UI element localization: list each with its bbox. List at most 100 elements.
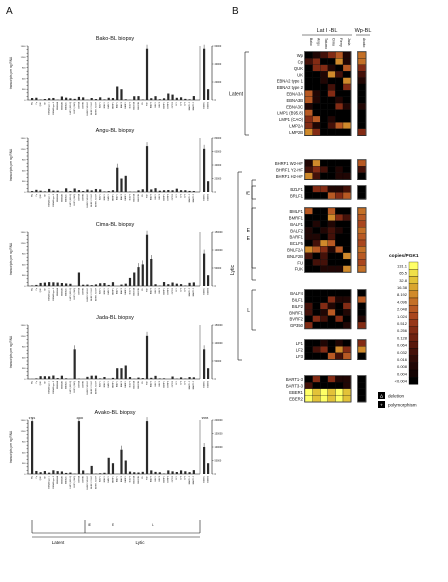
category-label: UK bbox=[44, 193, 46, 196]
row-label: LF2 bbox=[296, 348, 304, 353]
legend-swatch bbox=[408, 290, 419, 299]
category-label: BART3-3 bbox=[192, 193, 195, 202]
bar bbox=[137, 96, 140, 100]
heatmap-cell bbox=[312, 315, 321, 323]
heatmap-cell bbox=[320, 265, 328, 273]
bar bbox=[103, 377, 106, 379]
bar bbox=[52, 97, 55, 100]
category-label: LMP1 (B95.8) bbox=[70, 381, 72, 394]
tick-label-left: 1200 bbox=[21, 57, 27, 59]
legend-swatch bbox=[408, 312, 419, 320]
heatmap-cell bbox=[335, 172, 344, 180]
heatmap-cell bbox=[335, 339, 344, 347]
bar bbox=[145, 48, 149, 100]
color-legend: copies/PGK1 131.1 65.5 32.8 16.38 8.192 4.096 2… bbox=[378, 253, 419, 408]
legend-value: 0.256 bbox=[397, 328, 408, 333]
category-label: LMP2A bbox=[77, 380, 80, 387]
heatmap-cell bbox=[320, 339, 328, 347]
tick-label-right: 150000 bbox=[215, 433, 224, 436]
heatmap-cell bbox=[320, 83, 328, 91]
heatmap-cell bbox=[312, 382, 321, 389]
y-axis-label: transcripts per ng RNA bbox=[9, 56, 13, 89]
heatmap-cell bbox=[327, 296, 336, 303]
heatmap-cell bbox=[342, 339, 351, 347]
heatmap-cell bbox=[342, 289, 351, 297]
legend-swatch bbox=[408, 319, 419, 327]
bar bbox=[192, 282, 195, 286]
bar bbox=[69, 191, 72, 192]
category-label: LF3 bbox=[185, 475, 187, 479]
bar bbox=[192, 470, 195, 474]
category-label: QUK bbox=[40, 193, 42, 198]
heatmap-cell bbox=[335, 246, 344, 253]
row-label: BART3-3 bbox=[286, 384, 304, 389]
row-label: BMRF1 bbox=[289, 216, 304, 221]
tick-label-right: 60000 bbox=[215, 151, 222, 154]
heatmap-cell bbox=[312, 96, 321, 104]
heatmap-cell bbox=[335, 159, 344, 167]
heatmap-cell bbox=[327, 289, 336, 297]
heatmap-cell bbox=[335, 115, 344, 123]
bar bbox=[77, 96, 81, 100]
heatmap-cell bbox=[312, 309, 321, 316]
category-label: EBNA2 type 2 bbox=[52, 101, 55, 114]
bar bbox=[73, 98, 76, 100]
category-label: Wp bbox=[32, 475, 34, 479]
heatmap-cell bbox=[320, 214, 328, 221]
tick-label-right: 0 bbox=[215, 473, 217, 476]
legend-value: 1.024 bbox=[397, 314, 408, 319]
bar bbox=[56, 282, 59, 286]
row-label: EBER2 bbox=[289, 396, 303, 401]
category-label: EBNA3A bbox=[56, 380, 59, 389]
note-swatch bbox=[378, 392, 385, 399]
block-frame-wp bbox=[357, 159, 367, 181]
row-label: LMP1 (B95.8) bbox=[277, 111, 303, 116]
tick-label-right: 0 bbox=[215, 99, 217, 102]
bar bbox=[154, 375, 157, 379]
category-label: BMRF1 bbox=[112, 380, 114, 388]
heatmap-cell bbox=[335, 58, 344, 65]
heatmap-cell bbox=[304, 321, 313, 329]
heatmap-cell bbox=[342, 159, 351, 167]
bar bbox=[99, 97, 102, 100]
category-label: BHRF1 H2-HF bbox=[95, 475, 97, 489]
bar bbox=[179, 470, 183, 474]
heatmap-cell bbox=[327, 259, 336, 266]
heatmap-cell bbox=[335, 103, 344, 110]
heatmap-cell bbox=[304, 246, 313, 253]
category-label: BNLF2A bbox=[133, 193, 136, 201]
heatmap-cell bbox=[357, 382, 366, 389]
bar bbox=[107, 97, 110, 100]
category-label: BALF2 bbox=[120, 101, 123, 108]
bar bbox=[128, 277, 132, 286]
heatmap-cell bbox=[342, 395, 351, 402]
heatmap-cell bbox=[304, 388, 313, 396]
heatmap-cell bbox=[320, 58, 328, 65]
legend-swatch bbox=[408, 377, 419, 385]
heatmap-cell bbox=[357, 64, 366, 72]
tick-label-right: 100000 bbox=[215, 249, 224, 252]
heatmap-cell bbox=[342, 77, 351, 85]
category-label: BILF1 bbox=[155, 193, 157, 199]
heatmap-cell bbox=[320, 315, 328, 323]
category-label: BARF1 bbox=[124, 380, 127, 387]
bar bbox=[60, 96, 63, 100]
bar bbox=[86, 189, 89, 192]
bar bbox=[35, 378, 38, 379]
heatmap-cell bbox=[327, 166, 336, 173]
bar bbox=[171, 94, 174, 100]
group-brackets: Latent Lytic IE E L bbox=[31, 520, 201, 545]
column-label: Avako bbox=[362, 38, 366, 47]
heatmap-cell bbox=[320, 375, 328, 383]
row-label: LF3 bbox=[296, 354, 304, 359]
category-label: BNLF2B bbox=[138, 193, 140, 201]
bar bbox=[94, 188, 98, 192]
category-label: LF1 bbox=[176, 101, 178, 105]
heatmap-cell bbox=[335, 220, 344, 228]
heatmap-cell bbox=[335, 128, 344, 136]
heatmap-cell bbox=[304, 207, 313, 215]
category-label: BARF1 bbox=[124, 101, 127, 108]
bar bbox=[82, 470, 85, 474]
bar bbox=[175, 472, 178, 474]
heatmap-cell bbox=[312, 207, 321, 215]
